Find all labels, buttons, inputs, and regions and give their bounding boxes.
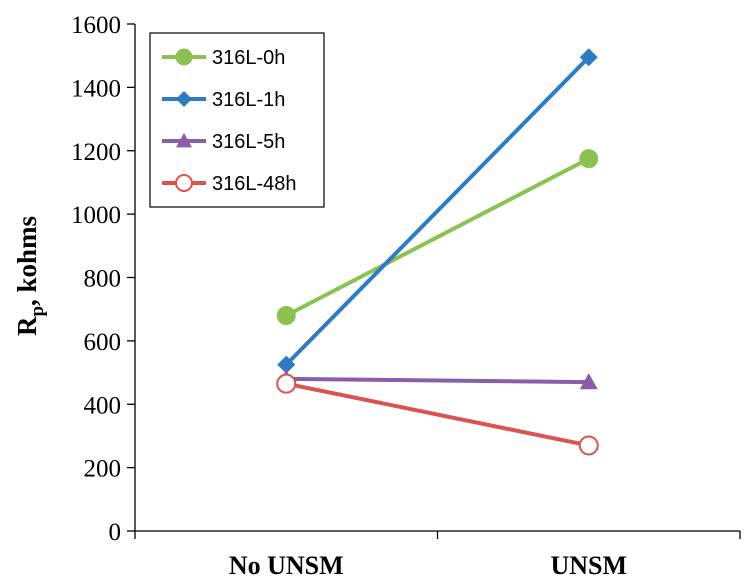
y-tick-labels: 0 200 400 600 800 1000 1200 1400 1600 [71, 12, 121, 546]
data-point [579, 149, 599, 169]
y-tick-label: 800 [84, 266, 122, 293]
legend: 316L-0h 316L-1h 316L-5h 316L-48h [149, 32, 325, 208]
y-tick-label: 1000 [71, 202, 121, 229]
y-tick-label: 1200 [71, 139, 121, 166]
data-point [276, 306, 296, 326]
y-axis-label: Rp, kohms [12, 216, 48, 336]
legend-item: 316L-48h [162, 173, 297, 195]
series-316L-1h [277, 48, 598, 374]
legend-swatch-marker [176, 133, 192, 148]
y-tick-label: 200 [84, 456, 122, 483]
series-line [284, 55, 591, 367]
series-line [285, 156, 590, 318]
data-point [276, 373, 297, 394]
data-point [579, 48, 598, 67]
legend-swatch-marker [175, 48, 193, 66]
legend-label: 316L-48h [212, 173, 297, 195]
y-tick-label: 600 [84, 329, 122, 356]
y-tick-label: 1600 [71, 12, 121, 39]
series-line [286, 376, 589, 385]
legend-label: 316L-1h [212, 89, 285, 111]
legend-label: 316L-5h [212, 131, 285, 153]
series-316L-5h [277, 369, 598, 390]
y-tick-label: 400 [84, 392, 122, 419]
y-tick-label: 1400 [71, 75, 121, 102]
legend-item: 316L-1h [162, 89, 285, 111]
y-axis-label-rest: , kohms [12, 216, 42, 306]
series-316L-0h [276, 149, 599, 326]
series-line [285, 381, 590, 448]
x-category-label: UNSM [550, 551, 627, 580]
series-316L-48h [276, 373, 599, 456]
legend-swatch-marker [176, 91, 192, 107]
axes [127, 23, 741, 539]
data-point [277, 355, 296, 374]
y-axis-label-sub: p [27, 306, 48, 317]
y-tick-label: 0 [109, 519, 122, 546]
data-point [579, 373, 598, 390]
series-layer [276, 48, 599, 456]
x-category-label: No UNSM [229, 551, 344, 580]
legend-swatch-marker [175, 174, 193, 192]
x-category-labels: No UNSM UNSM [229, 551, 627, 580]
legend-label: 316L-0h [212, 47, 285, 69]
legend-item: 316L-5h [162, 131, 285, 153]
y-axis-label-main: R [12, 316, 42, 336]
legend-item: 316L-0h [162, 47, 285, 69]
data-point [578, 435, 599, 456]
